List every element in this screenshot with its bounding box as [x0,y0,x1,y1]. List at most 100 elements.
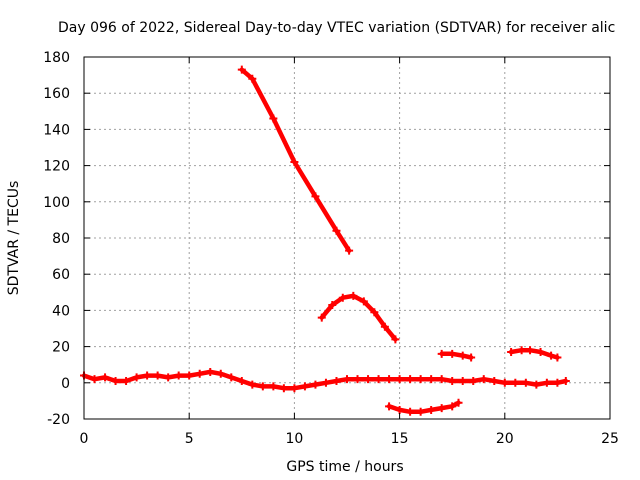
y-tick-label: 0 [61,376,70,392]
data-point [237,65,246,74]
data-point [547,351,556,360]
data-point [216,369,225,378]
data-point [507,348,516,357]
data-point [321,378,330,387]
series-track-1 [239,67,352,253]
data-point [206,367,215,376]
data-point [237,376,246,385]
data-point [248,74,257,83]
data-point [395,375,404,384]
data-point [153,371,162,380]
data-point [345,246,354,255]
data-point [469,376,478,385]
data-point [427,405,436,414]
data-point [406,375,415,384]
data-point [279,384,288,393]
data-point [553,378,562,387]
y-tick-label: 160 [43,86,70,102]
series-track-2 [319,293,398,342]
data-point [269,382,278,391]
data-point [311,192,320,201]
data-point [343,375,351,384]
data-point [300,382,309,391]
data-point [101,373,110,382]
data-point [521,378,530,387]
data-point [467,353,476,362]
data-point [448,349,457,358]
data-point [353,375,362,384]
data-point [406,407,415,416]
data-point [517,346,526,355]
data-point [359,297,368,306]
data-point [290,157,299,166]
data-point [448,376,457,385]
data-point [448,402,457,411]
x-tick-label: 15 [391,431,409,447]
series-track-5 [439,351,474,360]
data-point [454,398,463,407]
data-point [349,291,358,300]
y-tick-label: -20 [47,412,70,428]
data-point [437,404,446,413]
data-point [561,376,570,385]
data-point [526,346,535,355]
data-point [90,375,99,384]
data-point [185,371,194,380]
y-tick-label: 20 [52,340,70,356]
data-point [122,376,131,385]
data-point [332,376,341,385]
data-point [490,376,499,385]
data-point [385,375,394,384]
data-point [258,382,267,391]
data-point [195,369,204,378]
y-tick-label: 100 [43,195,70,211]
data-point [511,378,520,387]
chart-title: Day 096 of 2022, Sidereal Day-to-day VTE… [58,20,615,36]
data-point [328,300,337,309]
data-point [416,407,425,416]
data-point [248,380,257,389]
data-point [437,375,446,384]
data-point [479,375,488,384]
data-point [290,384,299,393]
data-point [458,376,467,385]
y-tick-label: 60 [52,267,70,283]
y-tick-label: 120 [43,159,70,175]
data-point [132,373,141,382]
data-point [332,226,341,235]
series-layer [80,65,570,416]
data-point [364,375,373,384]
data-point [374,375,383,384]
plot-frame [83,56,611,420]
data-point [500,378,509,387]
data-point [143,371,152,380]
data-point [174,371,183,380]
data-point [553,353,562,362]
data-point [416,375,425,384]
data-point [536,348,545,357]
data-point [111,376,120,385]
y-tick-label: 40 [52,303,70,319]
y-tick-label: 140 [43,122,70,138]
x-axis-label: GPS time / hours [286,459,403,475]
x-tick-label: 25 [601,431,619,447]
data-point [427,375,436,384]
data-point [317,313,326,322]
data-point [385,402,394,411]
data-point [269,114,278,123]
data-point [227,373,236,382]
tick-layer: 0 5 10 15 20 25 -20 0 20 40 60 80 100 120 140 160 180 [43,50,619,447]
data-point [370,308,379,317]
grid-layer [84,57,610,419]
x-tick-label: 20 [496,431,514,447]
x-tick-label: 0 [80,431,89,447]
data-point [380,322,389,331]
data-point [395,405,404,414]
data-point [532,380,541,389]
data-point [311,380,320,389]
data-point [458,351,467,360]
y-tick-label: 80 [52,231,70,247]
y-axis-label: SDTVAR / TECUs [6,181,22,296]
y-tick-label: 180 [43,50,70,66]
